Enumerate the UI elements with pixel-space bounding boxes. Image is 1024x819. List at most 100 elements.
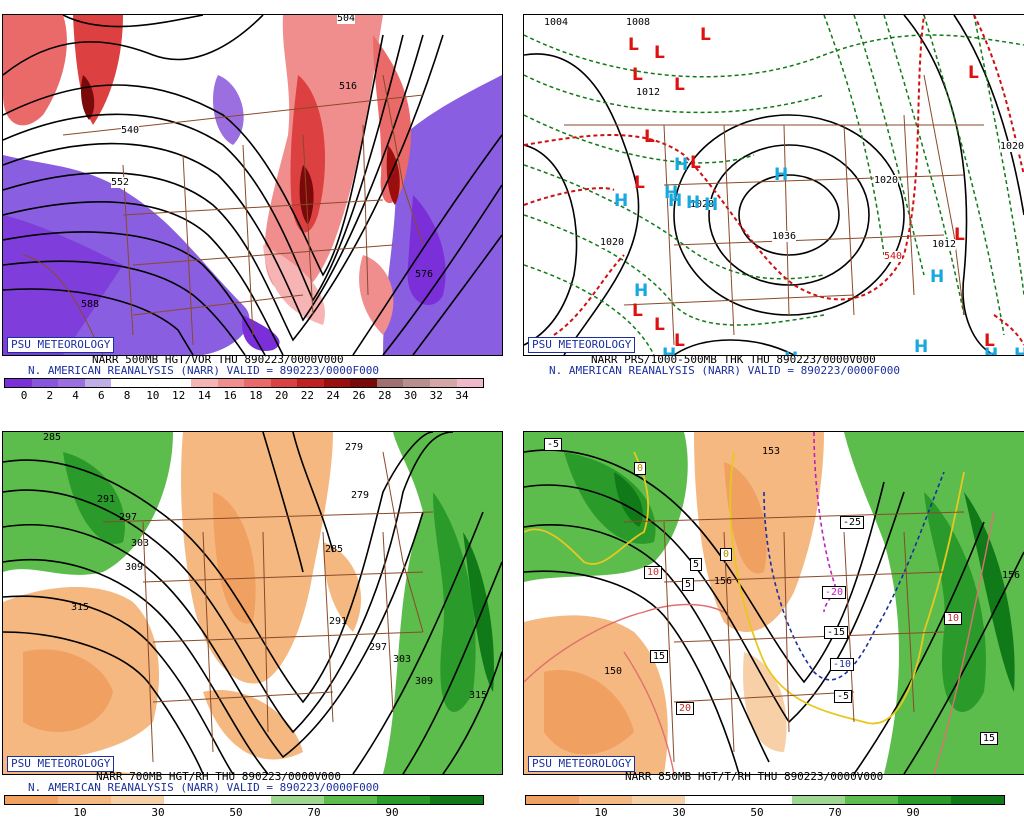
high-pressure-marker: H — [704, 195, 719, 215]
high-pressure-marker: H — [914, 337, 929, 356]
panel-thickness: 1004 1008 1012 1028 1036 1020 1020 1020 … — [521, 0, 1024, 410]
temperature-label: -10 — [830, 658, 855, 671]
high-pressure-marker: H — [664, 183, 679, 203]
scale-swatch — [111, 796, 165, 804]
temperature-label: 15 — [980, 732, 999, 745]
low-pressure-marker: L — [690, 153, 701, 173]
contour-label: 285 — [325, 544, 344, 555]
low-pressure-marker: L — [644, 127, 655, 147]
scale-tick-label: 8 — [123, 389, 131, 402]
low-pressure-marker: L — [700, 25, 711, 45]
contour-label: 309 — [125, 562, 144, 573]
low-pressure-marker: L — [654, 43, 665, 63]
scale-tick-label: 10 — [73, 806, 87, 819]
scale-swatch — [323, 796, 377, 804]
psu-meteorology-badge: PSU METEOROLOGY — [7, 337, 115, 353]
contour-label: 297 — [369, 642, 388, 653]
caption-line-1: NARR 700MB HGT/RH THU 890223/0000V000 — [96, 770, 342, 783]
scale-swatch — [217, 796, 271, 804]
contour-label: 315 — [71, 602, 90, 613]
contour-label: 303 — [131, 538, 150, 549]
scale-tick-label: 0 — [20, 389, 28, 402]
low-pressure-marker: L — [954, 225, 965, 245]
scale-swatch — [217, 379, 245, 387]
temperature-label: 0 — [634, 462, 647, 475]
panel-700mb-rh: 285 279 279 285 291 297 303 309 315 303 … — [0, 419, 503, 819]
temperature-label: -20 — [822, 586, 847, 599]
temperature-label: -15 — [824, 626, 849, 639]
rh700-scale-ticks: 10 30 50 70 90 — [4, 806, 482, 819]
scale-tick-label: 18 — [249, 389, 263, 402]
temperature-label: 10 — [944, 612, 963, 625]
contour-label: 1036 — [772, 231, 797, 242]
contour-label: 1020 — [600, 237, 625, 248]
panel-500mb-vorticity: 504 516 540 552 576 588 PSU METEOROLOGY … — [0, 0, 503, 410]
scale-tick-label: 34 — [455, 389, 469, 402]
contour-label: 279 — [345, 442, 364, 453]
scale-swatch — [403, 379, 430, 387]
scale-tick-label: 4 — [72, 389, 79, 402]
high-pressure-marker: H — [686, 193, 701, 213]
scale-swatch — [456, 379, 484, 387]
scale-tick-label: 14 — [197, 389, 211, 402]
scale-swatch — [632, 796, 686, 804]
scale-swatch — [5, 379, 32, 387]
scale-tick-label: 6 — [97, 389, 105, 402]
temperature-label: -25 — [840, 516, 865, 529]
contour-label: 315 — [469, 690, 488, 701]
contour-label: 1020 — [1000, 141, 1024, 152]
height-label: 150 — [604, 666, 623, 677]
scale-tick-label: 30 — [403, 389, 418, 402]
temperature-label: 20 — [676, 702, 695, 715]
scale-tick-label: 22 — [300, 389, 315, 402]
rh700-map-svg — [3, 432, 502, 774]
contour-label: 309 — [415, 676, 434, 687]
scale-swatch — [429, 796, 483, 804]
scale-swatch — [297, 379, 324, 387]
scale-swatch — [137, 379, 165, 387]
high-pressure-marker: H — [784, 349, 798, 355]
caption-line-2: N. AMERICAN REANALYSIS (NARR) VALID = 89… — [28, 364, 379, 377]
vorticity-color-scale — [4, 378, 484, 388]
scale-swatch — [950, 796, 1004, 804]
vorticity-map-svg — [3, 15, 502, 355]
rh700-map: 285 279 279 285 291 297 303 309 315 303 … — [2, 431, 503, 775]
low-pressure-marker: L — [968, 63, 979, 83]
height-label: 156 — [714, 576, 733, 587]
scale-tick-label: 70 — [828, 806, 842, 819]
low-pressure-marker: L — [632, 301, 643, 321]
caption-line-1: NARR 500MB HGT/VOR THU 890223/0000V000 — [92, 353, 344, 366]
rh850-map: -5 0 0 5 5 10 10 15 15 20 -5 -10 -15 -20… — [523, 431, 1024, 775]
scale-swatch — [526, 796, 580, 804]
scale-swatch — [844, 796, 898, 804]
scale-swatch — [244, 379, 271, 387]
contour-label: 1012 — [932, 239, 957, 250]
pressure-system-markers: LLLLLLLLLLLLLLHHHHHHHHHHHHHH — [524, 15, 1024, 355]
thickness-map: 1004 1008 1012 1028 1036 1020 1020 1020 … — [523, 14, 1024, 356]
high-pressure-marker: H — [668, 191, 683, 211]
scale-swatch — [58, 796, 112, 804]
scale-tick-label: 30 — [672, 806, 686, 819]
scale-tick-label: 50 — [750, 806, 764, 819]
scale-tick-label: 50 — [229, 806, 243, 819]
scale-swatch — [84, 379, 112, 387]
contour-label: 1012 — [636, 87, 661, 98]
scale-tick-label: 30 — [151, 806, 165, 819]
temperature-label: -5 — [544, 438, 563, 451]
scale-tick-label: 12 — [171, 389, 186, 402]
scale-tick-label: 26 — [352, 389, 366, 402]
scale-swatch — [31, 379, 59, 387]
high-pressure-marker: H — [1014, 345, 1024, 355]
scale-tick-label: 32 — [429, 389, 443, 402]
scale-tick-label: 90 — [385, 806, 399, 819]
contour-label: 516 — [339, 81, 358, 92]
scale-tick-label: 16 — [223, 389, 237, 402]
scale-swatch — [111, 379, 138, 387]
scale-tick-label: 10 — [594, 806, 608, 819]
psu-meteorology-badge: PSU METEOROLOGY — [528, 337, 636, 353]
contour-label: 540 — [121, 125, 140, 136]
scale-swatch — [685, 796, 739, 804]
scale-swatch — [270, 796, 324, 804]
low-pressure-marker: L — [984, 331, 995, 351]
caption-line-2: N. AMERICAN REANALYSIS (NARR) VALID = 89… — [549, 364, 900, 377]
